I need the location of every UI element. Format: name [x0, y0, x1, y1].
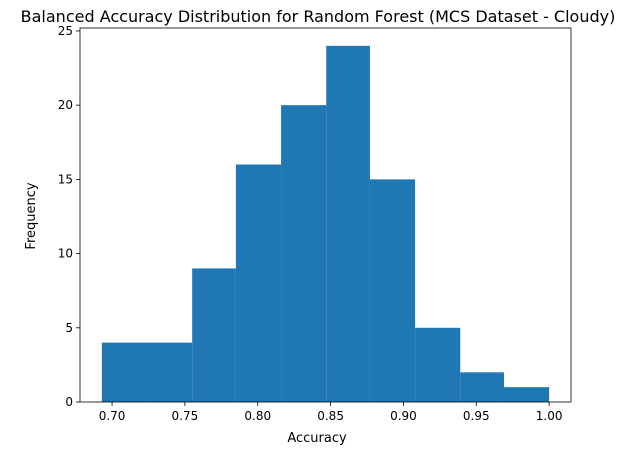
histogram-bar [415, 327, 461, 402]
x-tick-label: 0.95 [463, 409, 490, 423]
histogram-bar [192, 268, 236, 402]
y-axis-label: Frequency [24, 182, 39, 249]
histogram-bar [326, 45, 370, 403]
x-axis-label: Accuracy [287, 431, 347, 446]
chart-title: Balanced Accuracy Distribution for Rando… [21, 7, 616, 26]
histogram-bar [101, 342, 148, 402]
y-tick-label: 10 [58, 247, 73, 261]
x-tick-label: 1.00 [536, 409, 563, 423]
y-tick-label: 0 [65, 395, 73, 409]
histogram-bar [460, 372, 504, 402]
x-tick-label: 0.70 [99, 409, 126, 423]
plot-frame [79, 27, 572, 403]
x-tick-label: 0.80 [244, 409, 271, 423]
y-tick-label: 5 [65, 321, 73, 335]
y-tick-label: 15 [58, 172, 73, 186]
x-tick-label: 0.90 [390, 409, 417, 423]
x-tick-label: 0.75 [172, 409, 199, 423]
y-tick-label: 25 [58, 24, 73, 38]
y-tick-label: 20 [58, 98, 73, 112]
bars-group [101, 45, 550, 403]
x-axis-ticks: 0.70 0.75 0.80 0.85 0.90 0.95 1.00 [99, 402, 563, 423]
histogram-bar [503, 387, 550, 402]
histogram-bar [281, 105, 327, 402]
histogram-bar [235, 164, 282, 402]
histogram-bar [369, 179, 416, 402]
x-tick-label: 0.85 [317, 409, 344, 423]
histogram-bar [147, 342, 193, 402]
y-axis-ticks: 0 5 10 15 20 25 [58, 24, 80, 409]
